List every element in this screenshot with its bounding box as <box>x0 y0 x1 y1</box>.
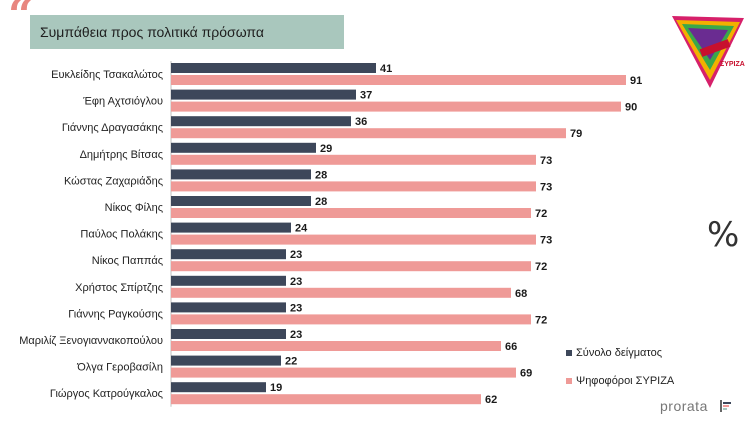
category-label: Νίκος Φίλης <box>105 202 163 214</box>
bar-series-1 <box>171 249 286 260</box>
data-label-series-1: 19 <box>270 382 282 394</box>
bar-series-2 <box>171 314 531 325</box>
category-label: Γιάννης Δραγασάκης <box>62 122 163 134</box>
bar-series-1 <box>171 63 376 73</box>
bar-series-1 <box>171 302 286 313</box>
bar-series-2 <box>171 128 566 139</box>
data-label-series-1: 37 <box>360 90 372 102</box>
category-label: Γιώργος Κατρούγκαλος <box>50 388 163 400</box>
syriza-logo: ΣΥΡΙΖΑ <box>672 16 745 88</box>
data-label-series-1: 36 <box>355 116 367 128</box>
bar-series-1 <box>171 116 351 127</box>
data-label-series-1: 23 <box>290 276 302 288</box>
bar-series-1 <box>171 275 286 286</box>
data-label-series-1: 23 <box>290 302 302 314</box>
bar-series-2 <box>171 181 536 192</box>
legend-swatch-series-2 <box>566 378 572 384</box>
legend-label-series-2: Ψηφοφόροι ΣΥΡΙΖΑ <box>576 375 675 387</box>
bar-series-2 <box>171 261 531 272</box>
category-label: Νίκος Παππάς <box>92 255 163 267</box>
chart-title: Συμπάθεια προς πολιτικά πρόσωπα <box>40 24 264 40</box>
quote-icon: “ <box>8 0 34 41</box>
data-label-series-2: 91 <box>630 75 642 87</box>
data-label-series-2: 73 <box>540 155 552 167</box>
data-label-series-2: 73 <box>540 235 552 247</box>
bar-series-2 <box>171 101 621 112</box>
data-label-series-2: 62 <box>485 394 497 406</box>
category-label: Χρήστος Σπίρτζης <box>75 282 163 294</box>
data-label-series-1: 22 <box>285 356 297 368</box>
legend-item-series-2: Ψηφοφόροι ΣΥΡΙΖΑ <box>566 375 674 387</box>
data-label-series-1: 28 <box>315 169 327 181</box>
data-label-series-2: 68 <box>515 288 527 300</box>
category-label: Όλγα Γεροβασίλη <box>76 362 163 374</box>
data-label-series-1: 23 <box>290 249 302 261</box>
data-label-series-2: 90 <box>625 102 637 114</box>
legend-swatch-series-1 <box>566 350 572 356</box>
bar-series-2 <box>171 341 501 351</box>
chart-title-box: Συμπάθεια προς πολιτικά πρόσωπα <box>30 15 344 49</box>
bar-series-1 <box>171 142 316 153</box>
category-label: Κώστας Ζαχαριάδης <box>64 175 163 187</box>
category-label: Μαριλίζ Ξενογιαννακοπούλου <box>19 335 163 347</box>
bar-series-2 <box>171 208 531 218</box>
category-label: Γιάννης Ραγκούσης <box>68 308 163 320</box>
bar-series-2 <box>171 367 516 378</box>
legend-item-series-1: Σύνολο δείγματος <box>566 347 662 359</box>
legend-label-series-1: Σύνολο δείγματος <box>576 347 663 359</box>
bar-series-2 <box>171 75 626 85</box>
category-label: Παύλος Πολάκης <box>80 229 163 241</box>
category-label: Έφη Αχτσιόγλου <box>82 96 163 108</box>
data-label-series-1: 41 <box>380 63 392 75</box>
data-label-series-2: 72 <box>535 261 547 273</box>
data-label-series-1: 23 <box>290 329 302 341</box>
bar-series-1 <box>171 169 311 180</box>
bar-series-1 <box>171 222 291 233</box>
data-label-series-2: 73 <box>540 181 552 193</box>
data-label-series-2: 72 <box>535 208 547 220</box>
bar-series-1 <box>171 196 311 206</box>
data-label-series-1: 28 <box>315 196 327 208</box>
bar-series-2 <box>171 394 481 405</box>
data-label-series-1: 24 <box>295 223 308 235</box>
logo-text: ΣΥΡΙΖΑ <box>720 61 745 68</box>
bar-series-2 <box>171 234 536 245</box>
category-label: Δημήτρης Βίτσας <box>80 149 163 161</box>
data-label-series-1: 29 <box>320 143 332 155</box>
data-label-series-2: 69 <box>520 368 532 380</box>
brand-mark-icon <box>720 400 731 412</box>
bar-series-1 <box>171 382 266 393</box>
data-label-series-2: 72 <box>535 314 547 326</box>
bar-series-2 <box>171 287 511 298</box>
brand-name: prorata <box>660 398 708 414</box>
bar-series-1 <box>171 89 356 100</box>
bar-series-2 <box>171 154 536 165</box>
data-label-series-2: 66 <box>505 341 517 353</box>
category-label: Ευκλείδης Τσακαλώτος <box>51 69 163 81</box>
bar-series-1 <box>171 355 281 366</box>
data-label-series-2: 79 <box>570 128 582 140</box>
percent-unit-label: % <box>707 215 740 255</box>
bar-series-1 <box>171 329 286 339</box>
